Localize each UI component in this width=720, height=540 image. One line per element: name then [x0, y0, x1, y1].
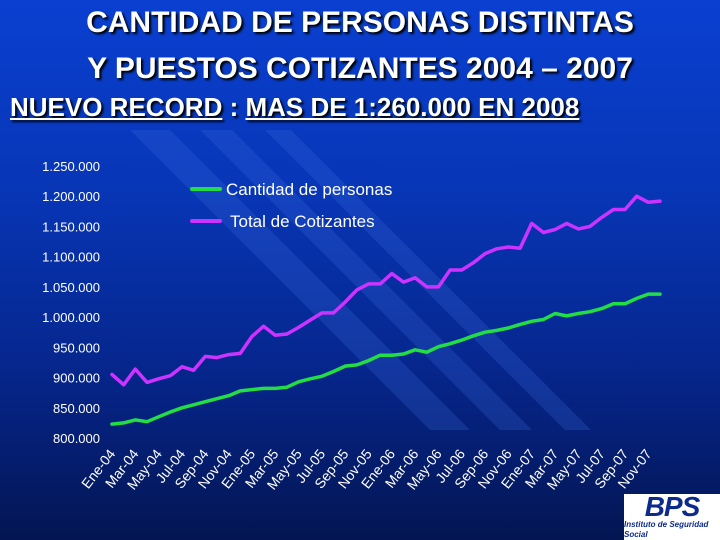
y-tick-label: 1.250.000 [42, 159, 100, 174]
y-tick-label: 1.150.000 [42, 219, 100, 234]
subtitle-amount: MAS DE 1:260.000 EN 2008 [245, 92, 580, 122]
series-line-cotizantes [110, 194, 662, 387]
legend-label: Total de Cotizantes [230, 212, 375, 231]
slide-title-line1: CANTIDAD DE PERSONAS DISTINTAS [86, 6, 634, 39]
series-line-personas [110, 292, 662, 426]
legend-label: Cantidad de personas [226, 180, 392, 199]
line-chart: 800.000 850.000 900.000 950.000 1.000.000 1.0… [42, 130, 662, 493]
y-tick-label: 900.000 [53, 371, 100, 386]
y-tick-label: 850.000 [53, 401, 100, 416]
y-tick-label: 800.000 [53, 431, 100, 446]
chart-background-decoration [130, 130, 591, 430]
chart-legend: Cantidad de personas Total de Cotizantes [190, 180, 392, 231]
subtitle-record: NUEVO RECORD [10, 92, 223, 122]
background-band [200, 130, 532, 430]
subtitle-separator: : [222, 92, 246, 122]
bps-logo-text: Instituto de Seguridad Social [624, 520, 709, 539]
y-tick-label: 1.100.000 [42, 250, 100, 265]
slide-title-line2: Y PUESTOS COTIZANTES 2004 – 2007 [87, 52, 633, 85]
series-lines [110, 194, 662, 426]
y-axis: 800.000 850.000 900.000 950.000 1.000.000 1.0… [42, 159, 100, 446]
background-band [265, 130, 591, 430]
y-tick-label: 1.000.000 [42, 310, 100, 325]
y-tick-label: 1.200.000 [42, 189, 100, 204]
y-tick-label: 950.000 [53, 340, 100, 355]
bps-logo: BPS Instituto de Seguridad Social [624, 491, 720, 540]
slide-subtitle: NUEVO RECORD : MAS DE 1:260.000 EN 2008 [10, 92, 579, 123]
y-tick-label: 1.050.000 [42, 280, 100, 295]
x-axis: Ene-04Mar-04May-04Jul-04Sep-04Nov-04Ene-… [78, 446, 655, 493]
bps-logo-mark: BPS [644, 491, 701, 522]
